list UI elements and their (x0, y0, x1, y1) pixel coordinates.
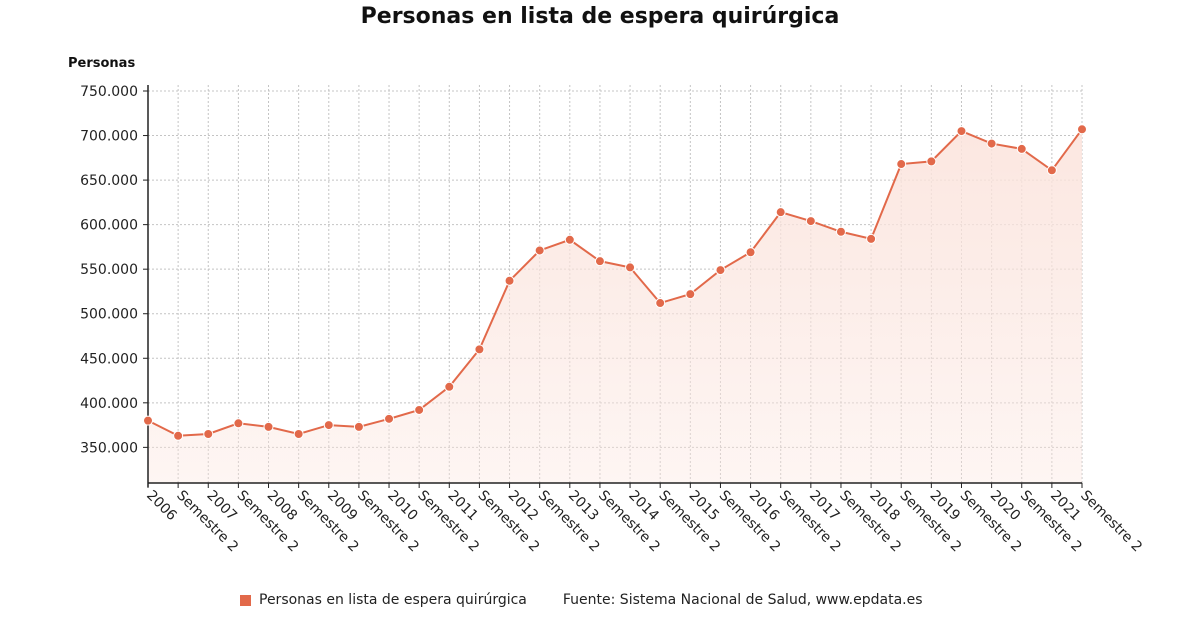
data-point (353, 421, 364, 432)
data-point (384, 413, 395, 424)
y-tick-label: 550.000 (80, 262, 138, 278)
legend-label: Personas en lista de espera quirúrgica (259, 592, 527, 608)
data-point (534, 245, 545, 256)
series-line (147, 128, 1083, 437)
data-point (956, 126, 967, 137)
data-point (805, 216, 816, 227)
data-point (444, 381, 455, 392)
data-point (775, 207, 786, 218)
legend: Personas en lista de espera quirúrgica F… (240, 592, 923, 608)
y-tick-label: 750.000 (80, 84, 138, 100)
data-points (143, 124, 1087, 441)
data-point (896, 159, 907, 170)
chart-title: Personas en lista de espera quirúrgica (360, 4, 840, 29)
data-point (745, 247, 756, 258)
data-point (625, 262, 636, 273)
series-line-path (147, 128, 1083, 437)
data-point (293, 429, 304, 439)
data-point (835, 226, 846, 237)
data-point (233, 418, 244, 429)
data-point (986, 138, 997, 149)
x-tick-label: Semestre 2 (1077, 488, 1145, 556)
data-point (504, 275, 515, 286)
area-path (148, 129, 1082, 484)
area-fill (148, 129, 1082, 484)
data-point (1016, 143, 1027, 154)
legend-swatch (240, 594, 251, 606)
data-point (866, 233, 877, 244)
x-tick-label: 2006 (143, 488, 180, 525)
data-point (685, 289, 696, 300)
data-point (474, 344, 485, 355)
y-tick-label: 600.000 (80, 218, 138, 234)
y-tick-label: 500.000 (80, 307, 138, 323)
data-point (323, 420, 334, 431)
y-axis-label: Personas (68, 56, 135, 71)
y-tick-label: 700.000 (80, 129, 138, 145)
source-note: Fuente: Sistema Nacional de Salud, www.e… (562, 592, 923, 608)
y-tick-label: 400.000 (80, 396, 138, 412)
data-point (655, 298, 666, 309)
data-point (143, 415, 153, 426)
y-tick-label: 450.000 (80, 351, 138, 367)
data-point (1077, 124, 1087, 135)
data-point (414, 404, 425, 415)
data-point (564, 234, 575, 245)
data-point (1046, 165, 1057, 176)
y-tick-label: 350.000 (80, 440, 138, 456)
data-point (263, 421, 274, 432)
data-point (173, 430, 184, 441)
data-point (715, 265, 726, 276)
data-point (594, 256, 605, 267)
y-tick-label: 650.000 (80, 173, 138, 189)
data-point (203, 429, 214, 439)
data-point (926, 156, 937, 167)
y-tick-labels: 350.000 400.000 450.000 500.000 550.000 600.0… (80, 84, 138, 456)
